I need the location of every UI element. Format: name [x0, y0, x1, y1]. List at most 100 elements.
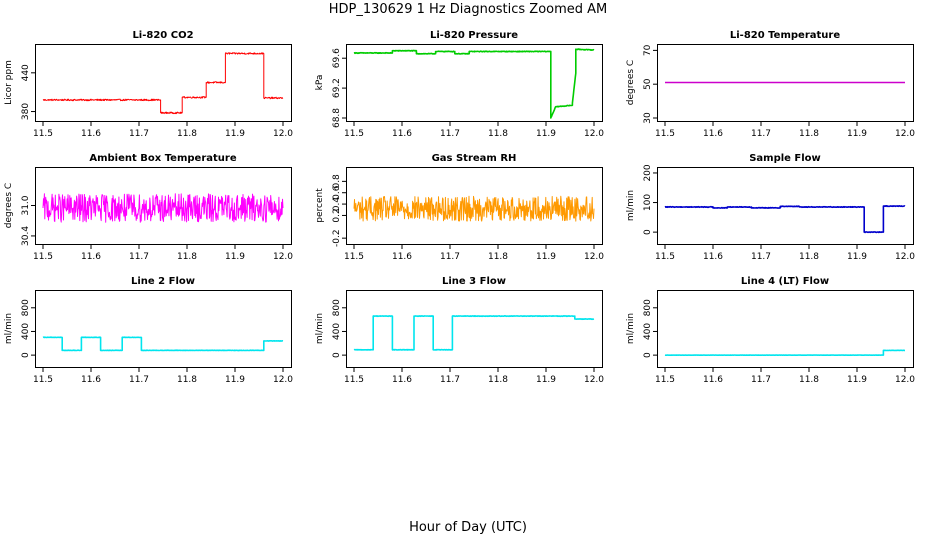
- y-axis-label: ml/min: [626, 190, 636, 221]
- panel-title: Sample Flow: [749, 153, 821, 164]
- data-series-line: [664, 205, 906, 234]
- x-tick-label: 11.7: [440, 375, 460, 385]
- y-tick-label: 0: [21, 352, 31, 358]
- x-tick-label: 11.8: [488, 129, 508, 139]
- x-tick-label: 11.9: [225, 129, 245, 139]
- x-tick-label: 11.6: [703, 129, 723, 139]
- x-tick-label: 12.0: [895, 375, 915, 385]
- plot-frame: [346, 44, 603, 122]
- x-tick-label: 11.6: [703, 375, 723, 385]
- chart-panel: Ambient Box Temperature 11.5 11.6 11.7 11.8 1…: [4, 153, 293, 262]
- panel-title: Line 4 (LT) Flow: [741, 276, 829, 287]
- y-tick-label: 0: [643, 229, 653, 235]
- x-tick-label: 11.6: [81, 375, 101, 385]
- y-tick-label: 0.2: [332, 208, 342, 222]
- figure-x-axis-label: Hour of Day (UTC): [409, 520, 527, 535]
- data-series-line: [353, 48, 595, 119]
- x-tick-label: 11.8: [177, 252, 197, 262]
- y-tick-label: 200: [643, 164, 653, 181]
- panel-title: Li-820 Pressure: [430, 30, 518, 41]
- data-series-line: [42, 336, 284, 352]
- chart-panel: Line 2 Flow 11.5 11.6 11.7 11.8 11.9 12.0 0 400 8…: [4, 276, 293, 385]
- x-tick-label: 11.5: [344, 375, 364, 385]
- panel-title: Ambient Box Temperature: [89, 153, 236, 164]
- figure-title: HDP_130629 1 Hz Diagnostics Zoomed AM: [329, 2, 608, 17]
- y-tick-label: 0.8: [332, 174, 342, 189]
- y-axis-label: percent: [315, 188, 325, 223]
- x-tick-label: 11.7: [129, 129, 149, 139]
- chart-panel: Li-820 CO2 11.5 11.6 11.7 11.8 11.9 12.0 380 440…: [4, 30, 293, 139]
- x-tick-label: 11.7: [440, 252, 460, 262]
- x-tick-label: 12.0: [895, 129, 915, 139]
- y-tick-label: 68.8: [332, 108, 342, 128]
- y-tick-label: 70: [643, 44, 653, 56]
- panel-title: Line 3 Flow: [442, 276, 506, 287]
- y-axis-label: ml/min: [626, 313, 636, 344]
- y-tick-label: 0: [643, 352, 653, 358]
- y-tick-label: 400: [332, 323, 342, 340]
- data-series-line: [664, 349, 906, 357]
- x-tick-label: 11.7: [440, 129, 460, 139]
- x-tick-label: 11.9: [847, 252, 867, 262]
- x-tick-label: 12.0: [584, 375, 604, 385]
- y-tick-label: 800: [643, 299, 653, 316]
- x-tick-label: 11.5: [655, 375, 675, 385]
- data-series-line: [42, 52, 284, 115]
- y-axis-label: ml/min: [315, 313, 325, 344]
- y-axis-label: ml/min: [4, 313, 14, 344]
- y-tick-label: -0.2: [332, 229, 342, 247]
- y-tick-label: 50: [643, 78, 653, 90]
- x-tick-label: 11.8: [488, 375, 508, 385]
- x-tick-label: 11.5: [344, 129, 364, 139]
- x-tick-label: 11.9: [536, 252, 556, 262]
- y-tick-label: 400: [21, 323, 31, 340]
- x-tick-label: 11.7: [751, 375, 771, 385]
- x-tick-label: 12.0: [895, 252, 915, 262]
- x-tick-label: 11.8: [799, 252, 819, 262]
- y-axis-label: degrees C: [626, 60, 636, 105]
- x-tick-label: 11.9: [536, 129, 556, 139]
- x-tick-label: 11.5: [33, 252, 53, 262]
- y-tick-label: 800: [332, 299, 342, 316]
- x-tick-label: 12.0: [273, 375, 293, 385]
- y-tick-label: 800: [21, 299, 31, 316]
- x-tick-label: 11.6: [392, 375, 412, 385]
- x-tick-label: 11.9: [225, 252, 245, 262]
- x-tick-label: 11.8: [799, 375, 819, 385]
- panel-title: Li-820 Temperature: [730, 30, 840, 41]
- x-tick-label: 11.7: [129, 252, 149, 262]
- x-tick-label: 11.9: [847, 375, 867, 385]
- y-axis-label: degrees C: [4, 183, 14, 228]
- x-tick-label: 12.0: [273, 129, 293, 139]
- x-tick-label: 12.0: [584, 252, 604, 262]
- data-series-line: [353, 314, 595, 351]
- y-tick-label: 69.6: [332, 48, 342, 68]
- x-tick-label: 11.5: [33, 375, 53, 385]
- x-tick-label: 11.8: [177, 129, 197, 139]
- chart-panel: Sample Flow 11.5 11.6 11.7 11.8 11.9 12.0 0 100 2…: [626, 153, 915, 262]
- panel-title: Line 2 Flow: [131, 276, 195, 287]
- plot-frame: [657, 290, 914, 368]
- x-tick-label: 11.5: [655, 129, 675, 139]
- y-tick-label: 30.4: [21, 226, 31, 246]
- chart-panel: Line 4 (LT) Flow 11.5 11.6 11.7 11.8 11.9 12.0…: [626, 276, 915, 385]
- data-series-line: [353, 195, 595, 222]
- chart-panel: Li-820 Pressure 11.5 11.6 11.7 11.8 11.9 12.0 6…: [315, 30, 604, 139]
- x-tick-label: 11.6: [392, 252, 412, 262]
- x-tick-label: 11.8: [488, 252, 508, 262]
- y-tick-label: 31.0: [21, 195, 31, 215]
- x-tick-label: 11.8: [177, 375, 197, 385]
- x-tick-label: 11.5: [655, 252, 675, 262]
- chart-panel: Line 3 Flow 11.5 11.6 11.7 11.8 11.9 12.0 0 400 8…: [315, 276, 604, 385]
- y-axis-label: Licor ppm: [4, 60, 14, 105]
- y-tick-label: 69.2: [332, 78, 342, 98]
- y-tick-label: 440: [21, 64, 31, 81]
- chart-panel: Gas Stream RH 11.5 11.6 11.7 11.8 11.9 12.0 -0.…: [315, 153, 604, 262]
- plot-frame: [346, 290, 603, 368]
- x-tick-label: 11.9: [225, 375, 245, 385]
- x-tick-label: 12.0: [584, 129, 604, 139]
- y-tick-label: 0: [332, 352, 342, 358]
- x-tick-label: 11.6: [392, 129, 412, 139]
- x-tick-label: 11.8: [799, 129, 819, 139]
